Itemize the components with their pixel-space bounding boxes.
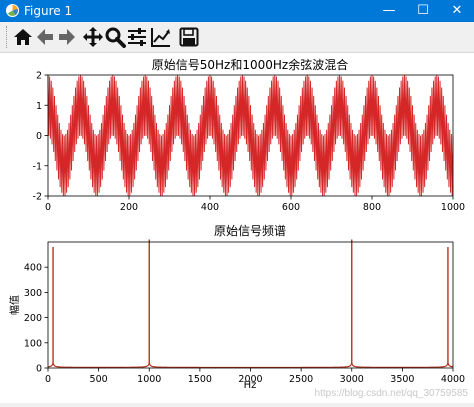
subplot-2-spectrum-plot	[47, 239, 454, 369]
navigation-toolbar	[0, 22, 474, 53]
subplot-1-title: 原始信号50Hz和1000Hz余弦波混合	[152, 57, 348, 72]
spectrum-baseline-line	[47, 362, 454, 369]
subplot-1-xtick-label: 600	[282, 202, 300, 213]
subplot-2-frame	[47, 241, 454, 369]
figure-canvas: 原始信号50Hz和1000Hz余弦波混合 0 200 400 600 800 1000 -2…	[0, 53, 474, 403]
subplot-1-xtick-label: 200	[120, 202, 138, 213]
subplot-1-ytick-label: 2	[36, 71, 42, 82]
edit-axis-curve-icon[interactable]	[150, 26, 172, 48]
subplot-1-xtick-label: 1000	[441, 202, 465, 213]
window-title: Figure 1	[24, 4, 73, 18]
pan-move-icon[interactable]	[82, 26, 104, 48]
window-titlebar: Figure 1 — ☐ ✕	[0, 0, 474, 22]
subplot-1-ytick-label: -2	[33, 192, 42, 203]
back-arrow-icon[interactable]	[34, 26, 56, 48]
subplot-1-xtick-label: 400	[201, 202, 219, 213]
subplot-2-xtick-label: 3500	[390, 374, 414, 385]
subplot-1-ticks: 0 200 400 600 800 1000 -2 -1 0 1 2	[33, 71, 466, 214]
subplot-1-ytick-label: -1	[33, 161, 42, 172]
subplot-2-xtick-label: 2000	[238, 374, 262, 385]
subplot-2-ticks: 0 500 1000 1500 2000 2500 3000 3500 4000 0 100 200 3…	[24, 263, 465, 385]
signal-line	[47, 74, 454, 196]
subplot-2-xtick-label: 2500	[289, 374, 313, 385]
subplot-2-xtick-label: 3000	[340, 374, 364, 385]
subplot-2-ytick-label: 400	[24, 263, 42, 274]
zoom-magnifier-icon[interactable]	[104, 26, 126, 48]
subplot-1-xtick-label: 800	[363, 202, 381, 213]
subplot-2-ytick-label: 100	[24, 338, 42, 349]
subplot-1-ytick-label: 0	[36, 131, 42, 142]
subplot-1-xtick-label: 0	[45, 202, 51, 213]
forward-arrow-icon[interactable]	[56, 26, 78, 48]
subplot-2-ytick-label: 0	[36, 364, 42, 375]
subplot-1-ytick-label: 1	[36, 101, 42, 112]
subplot-2-xtick-label: 4000	[441, 374, 465, 385]
watermark: https://blog.csdn.net/qq_30759585	[314, 388, 468, 399]
matplotlib-logo-icon	[5, 3, 20, 18]
subplot-2-title: 原始信号频谱	[214, 224, 286, 238]
subplot-1-signal-plot	[47, 74, 454, 196]
subplot-2-ytick-label: 200	[24, 313, 42, 324]
close-button[interactable]: ✕	[451, 3, 463, 18]
subplot-2-xtick-label: 0	[45, 374, 51, 385]
subplot-2-ytick-label: 300	[24, 288, 42, 299]
subplot-2-xlabel: Hz	[244, 380, 257, 391]
subplot-2-xtick-label: 1500	[188, 374, 212, 385]
toolbar-grip	[6, 26, 9, 48]
subplot-2-ylabel: 幅值	[8, 295, 21, 315]
subplot-2-xtick-label: 1000	[137, 374, 161, 385]
subplot-2-xtick-label: 500	[90, 374, 108, 385]
home-icon[interactable]	[12, 26, 34, 48]
maximize-button[interactable]: ☐	[417, 3, 429, 18]
figure-svg: 原始信号50Hz和1000Hz余弦波混合 0 200 400 600 800 1000-2…	[8, 57, 466, 391]
save-disk-icon[interactable]	[178, 26, 200, 48]
subplots-config-icon[interactable]	[126, 26, 148, 48]
minimize-button[interactable]: —	[382, 3, 396, 18]
